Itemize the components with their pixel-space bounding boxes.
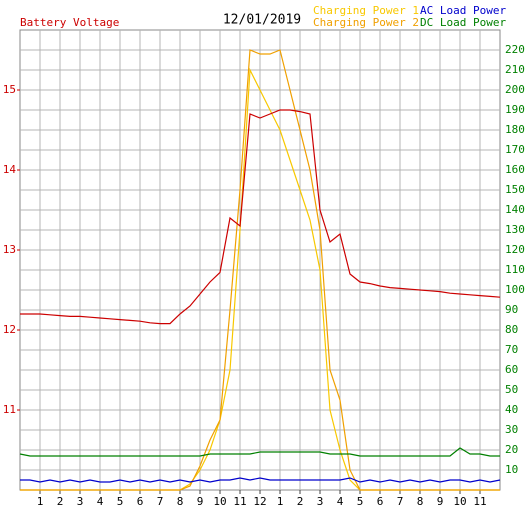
y2-tick-label: 130 — [505, 223, 525, 236]
y2-tick-label: 10 — [505, 463, 518, 476]
x-tick-label: 8 — [177, 495, 184, 508]
y2-tick-label: 110 — [505, 263, 525, 276]
series-line — [19, 447, 500, 457]
series-line — [20, 109, 501, 325]
x-tick-label: 3 — [77, 495, 84, 508]
y2-tick-label: 90 — [505, 303, 518, 316]
x-tick-label: 6 — [137, 495, 144, 508]
y2-tick-label: 170 — [505, 143, 525, 156]
legend-entry: AC Load Power — [420, 4, 506, 17]
y2-tick-label: 30 — [505, 423, 518, 436]
y-tick-label: 13 — [3, 243, 16, 256]
x-tick-label: 5 — [357, 495, 364, 508]
legend-entry: DC Load Power — [420, 16, 506, 29]
y2-tick-label: 190 — [505, 103, 525, 116]
y2-tick-label: 70 — [505, 343, 518, 356]
y-tick-label: 12 — [3, 323, 16, 336]
y2-tick-label: 150 — [505, 183, 525, 196]
y2-tick-label: 60 — [505, 363, 518, 376]
y2-tick-label: 160 — [505, 163, 525, 176]
y2-tick-label: 120 — [505, 243, 525, 256]
y-tick-label: 11 — [3, 403, 16, 416]
y2-tick-label: 100 — [505, 283, 525, 296]
y2-tick-label: 80 — [505, 323, 518, 336]
x-tick-label: 1 — [37, 495, 44, 508]
x-tick-label: 4 — [337, 495, 344, 508]
x-tick-label: 10 — [453, 495, 466, 508]
x-tick-label: 12 — [253, 495, 266, 508]
x-tick-label: 7 — [397, 495, 404, 508]
x-tick-label: 3 — [317, 495, 324, 508]
y2-tick-label: 220 — [505, 43, 525, 56]
y2-tick-label: 210 — [505, 63, 525, 76]
x-tick-label: 2 — [297, 495, 304, 508]
y-tick-label: 15 — [3, 83, 16, 96]
x-tick-label: 11 — [233, 495, 246, 508]
legend-entry: Charging Power 2 — [313, 16, 419, 29]
x-tick-label: 2 — [57, 495, 64, 508]
y2-tick-label: 50 — [505, 383, 518, 396]
y-axis-label: Battery Voltage — [20, 16, 119, 29]
x-tick-label: 5 — [117, 495, 124, 508]
y2-tick-label: 20 — [505, 443, 518, 456]
x-tick-label: 1 — [277, 495, 284, 508]
x-tick-label: 8 — [417, 495, 424, 508]
y2-tick-label: 140 — [505, 203, 525, 216]
legend-entry: Charging Power 1 — [313, 4, 419, 17]
series-line — [20, 477, 501, 483]
chart-title: 12/01/2019 — [223, 13, 301, 28]
y2-tick-label: 40 — [505, 403, 518, 416]
x-tick-label: 10 — [213, 495, 226, 508]
x-tick-label: 11 — [473, 495, 486, 508]
x-tick-label: 6 — [377, 495, 384, 508]
x-tick-label: 7 — [157, 495, 164, 508]
x-tick-label: 4 — [97, 495, 104, 508]
x-tick-label: 9 — [197, 495, 204, 508]
y-tick-label: 14 — [3, 163, 17, 176]
y2-tick-label: 200 — [505, 83, 525, 96]
series-line — [20, 49, 500, 491]
y2-tick-label: 180 — [505, 123, 525, 136]
x-tick-label: 9 — [437, 495, 444, 508]
